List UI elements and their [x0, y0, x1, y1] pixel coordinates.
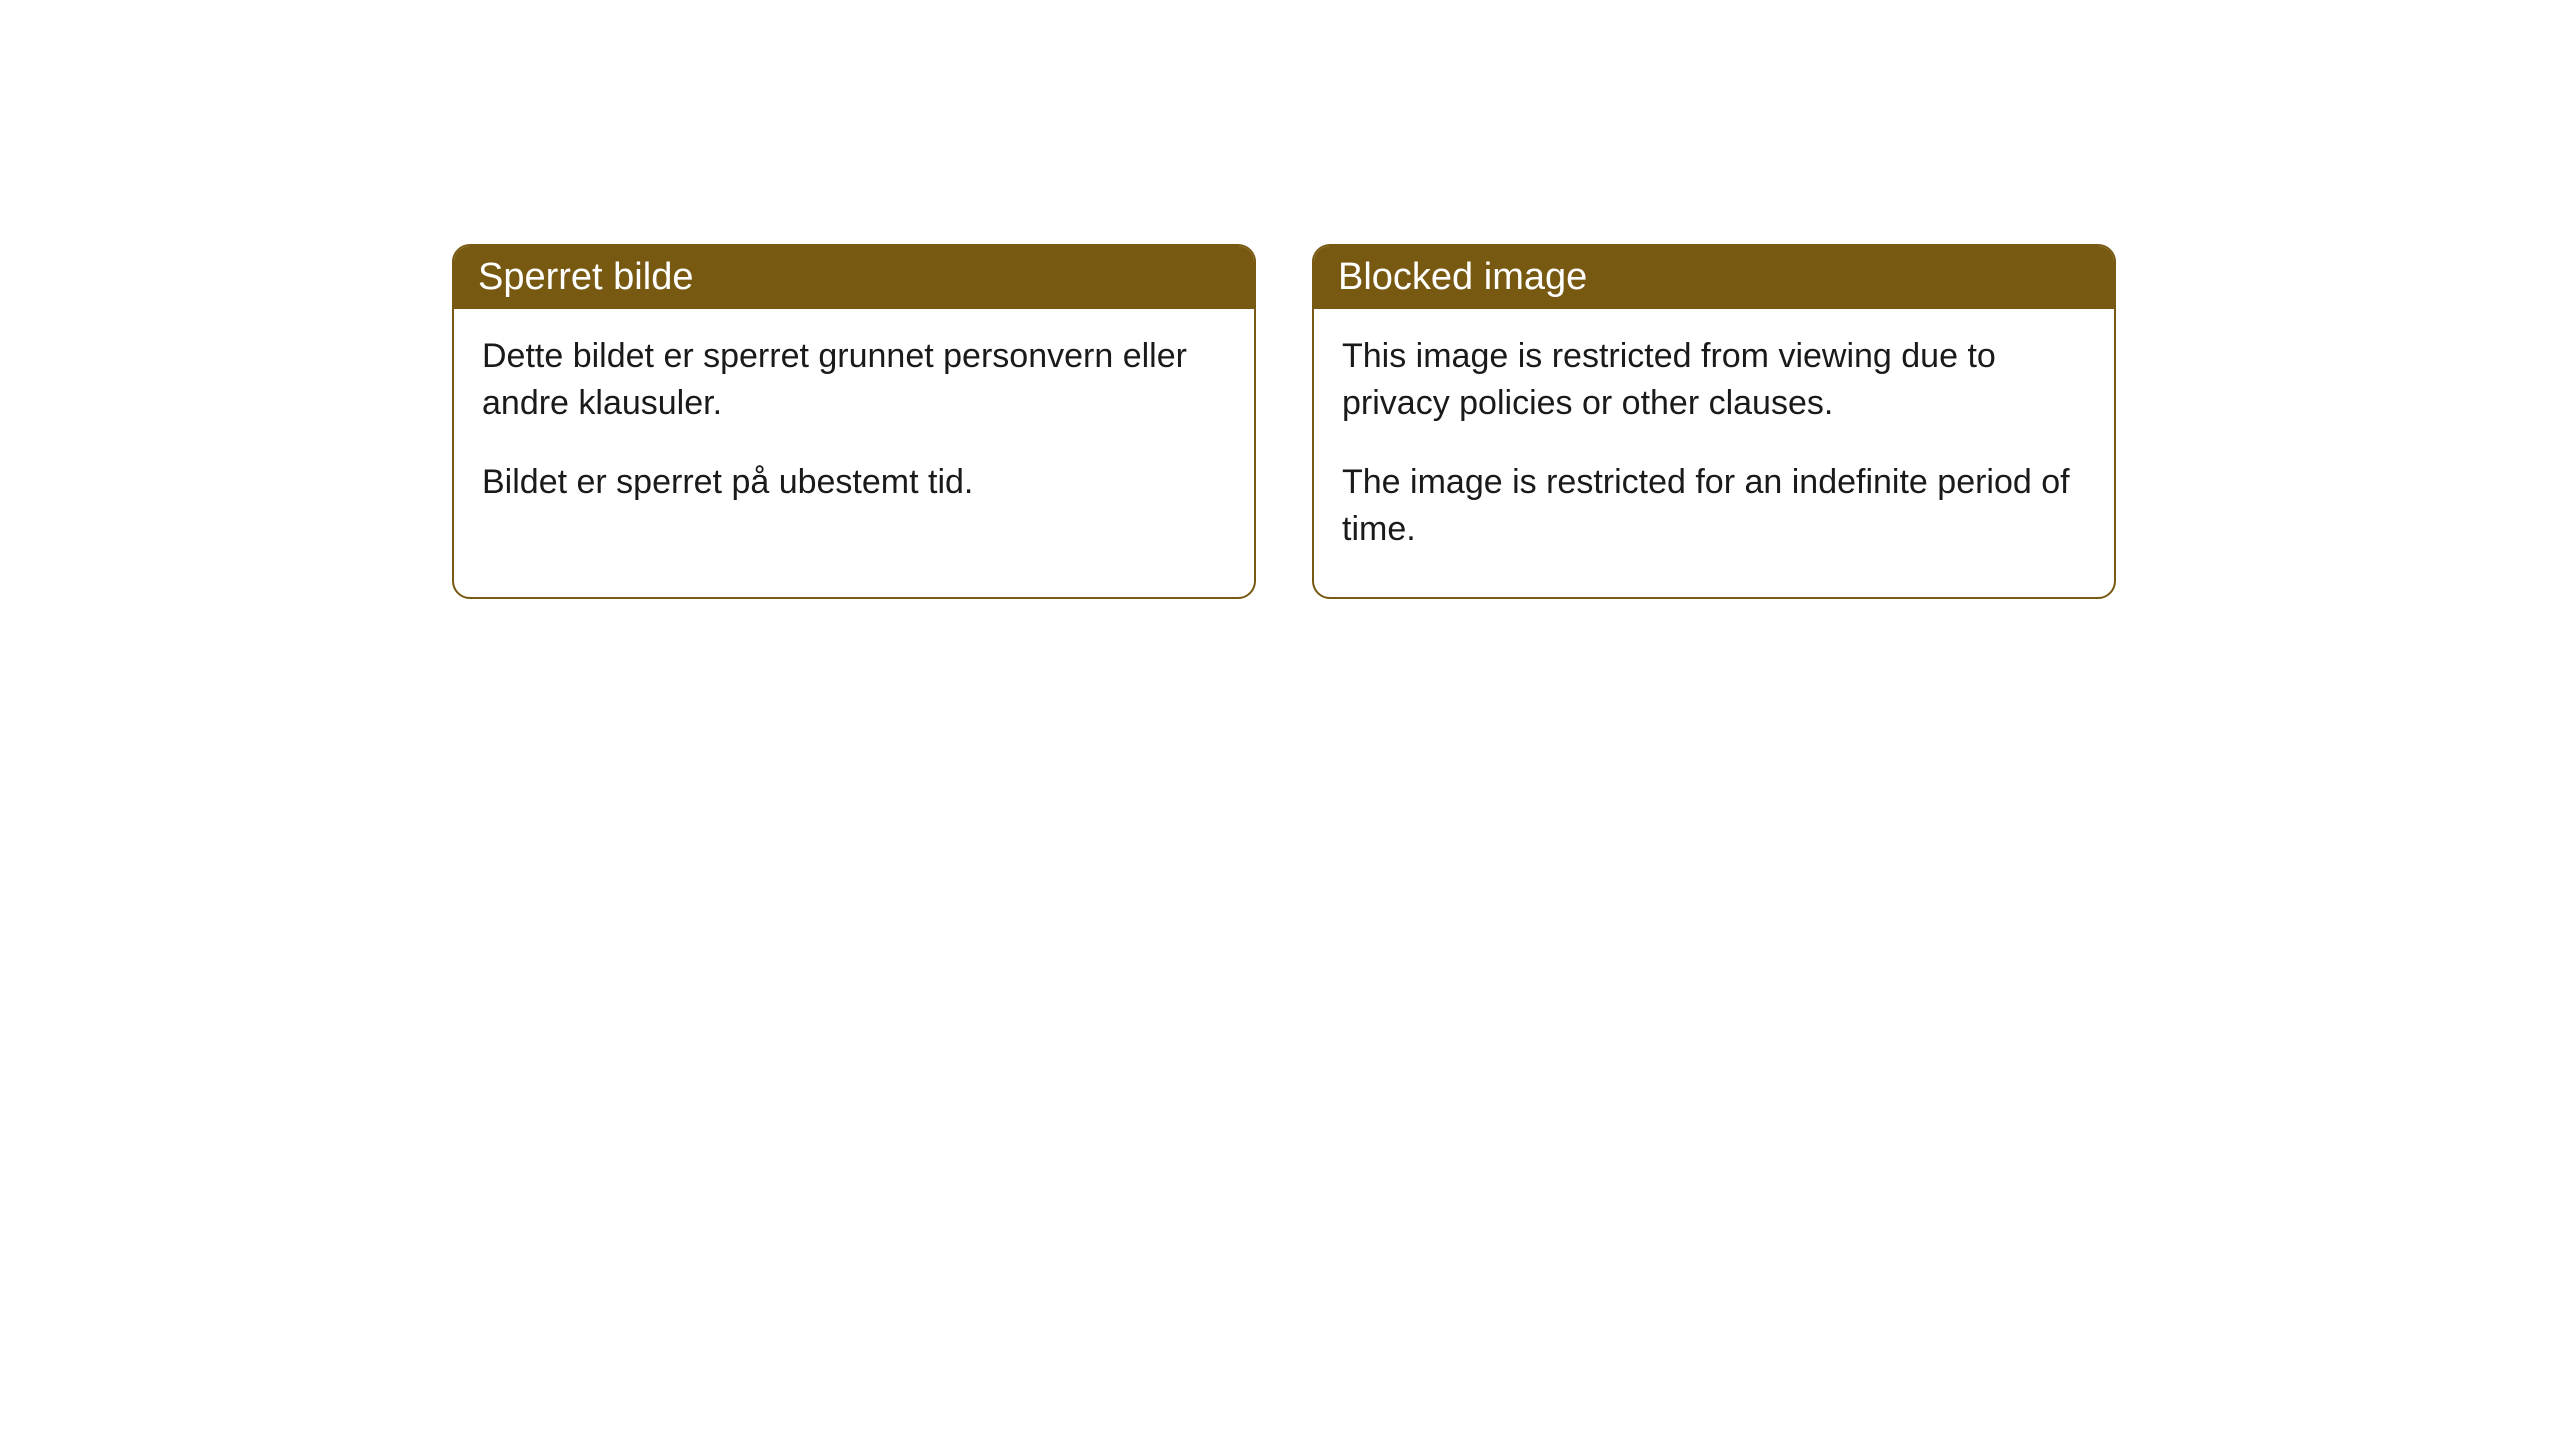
card-text-2: The image is restricted for an indefinit… — [1342, 459, 2086, 553]
card-body-english: This image is restricted from viewing du… — [1314, 309, 2114, 597]
cards-container: Sperret bilde Dette bildet er sperret gr… — [452, 244, 2116, 599]
card-body-norwegian: Dette bildet er sperret grunnet personve… — [454, 309, 1254, 550]
card-english: Blocked image This image is restricted f… — [1312, 244, 2116, 599]
card-text-2: Bildet er sperret på ubestemt tid. — [482, 459, 1226, 506]
card-text-1: This image is restricted from viewing du… — [1342, 333, 2086, 427]
card-title: Blocked image — [1338, 256, 1587, 298]
card-title: Sperret bilde — [478, 256, 693, 298]
card-header-norwegian: Sperret bilde — [454, 246, 1254, 309]
card-norwegian: Sperret bilde Dette bildet er sperret gr… — [452, 244, 1256, 599]
card-header-english: Blocked image — [1314, 246, 2114, 309]
card-text-1: Dette bildet er sperret grunnet personve… — [482, 333, 1226, 427]
